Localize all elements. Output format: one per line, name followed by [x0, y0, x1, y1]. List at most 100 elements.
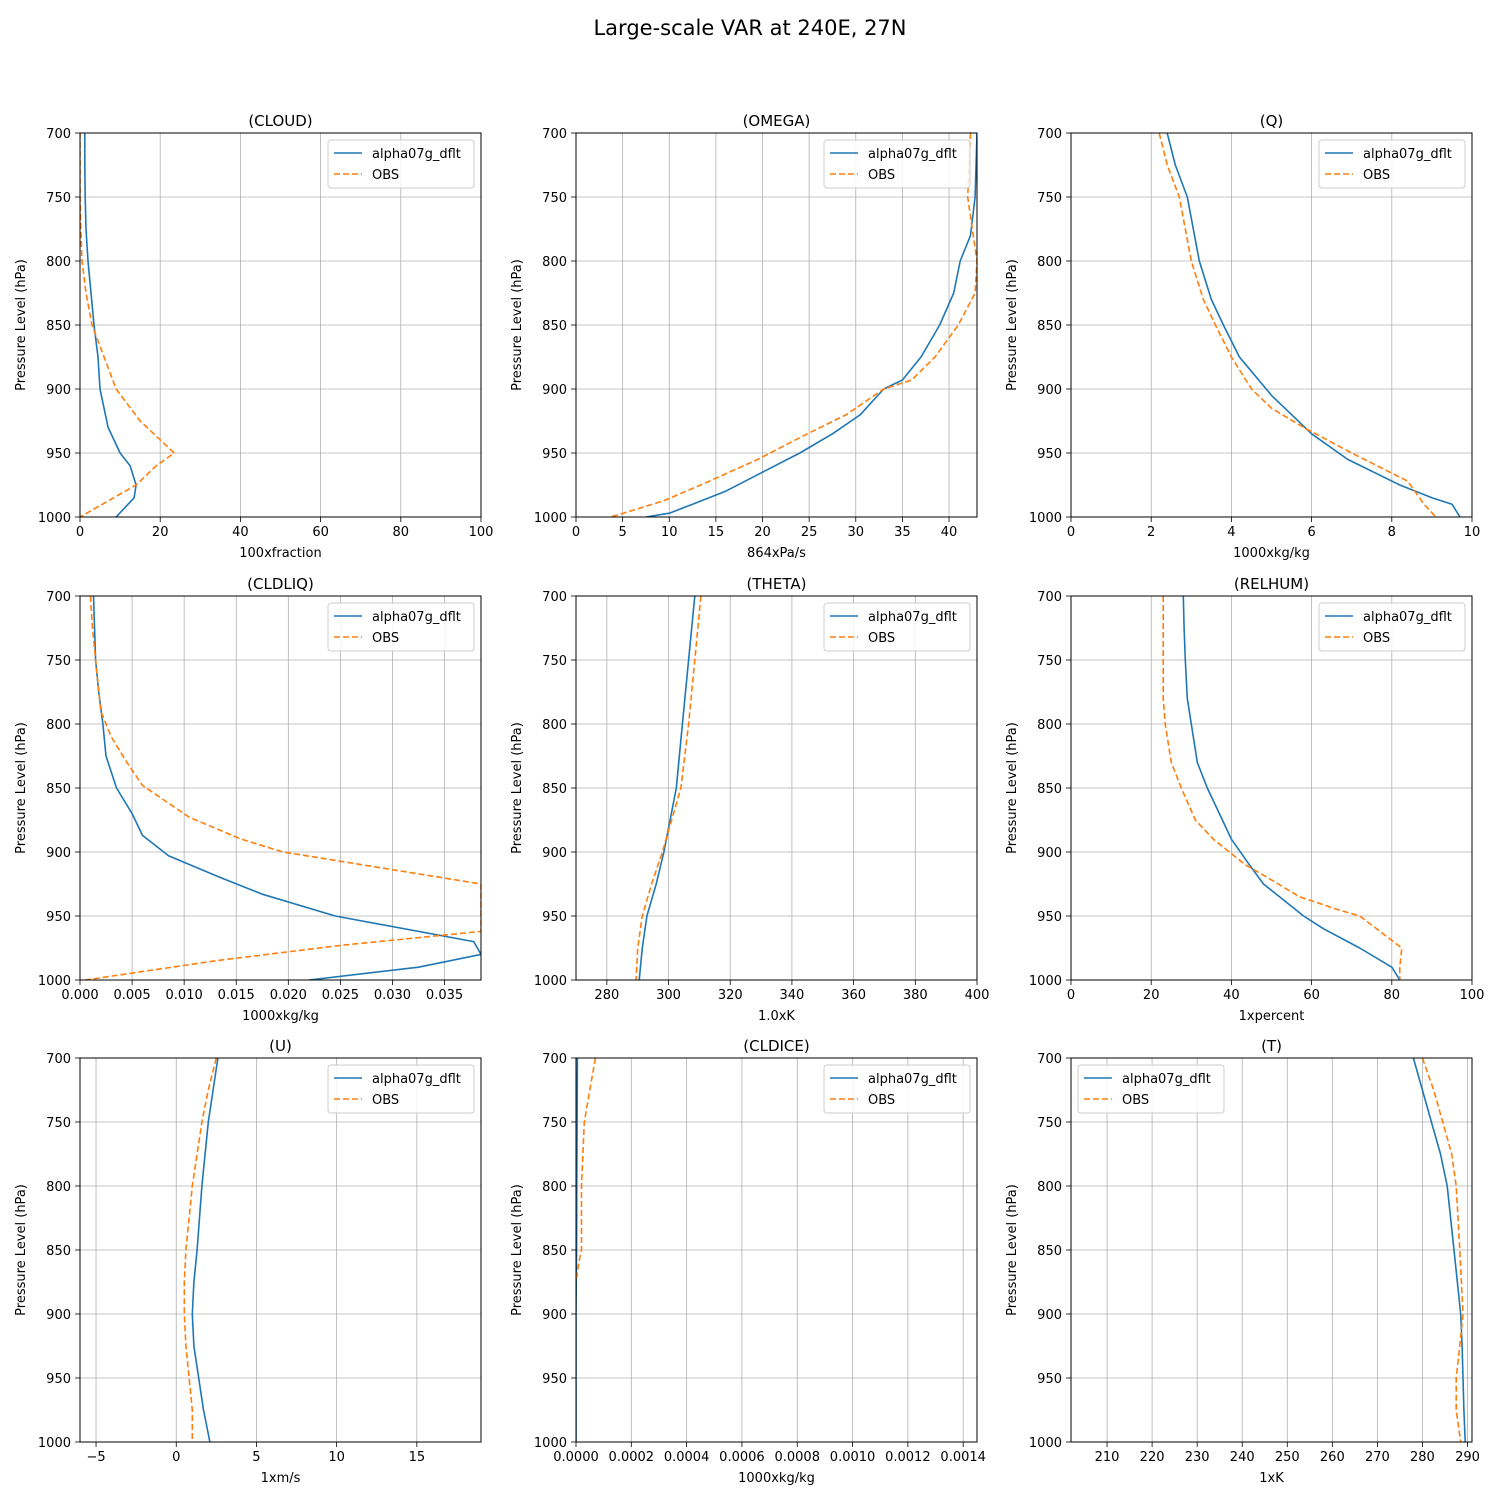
legend-label: OBS [868, 168, 895, 183]
y-tick-label: 700 [542, 590, 567, 605]
x-tick-label: 4 [1227, 525, 1235, 540]
legend-label: OBS [1363, 168, 1390, 183]
x-tick-label: 220 [1140, 1450, 1165, 1465]
x-tick-label: 40 [941, 525, 958, 540]
y-tick-label: 700 [1037, 590, 1062, 605]
legend-label: alpha07g_dflt [372, 1072, 461, 1087]
y-tick-label: 700 [46, 590, 71, 605]
legend-box [823, 602, 971, 652]
series-line-obs [635, 596, 702, 980]
legend-label: alpha07g_dflt [868, 610, 957, 625]
x-tick-label: 0.005 [113, 988, 150, 1003]
y-tick-label: 750 [542, 654, 567, 669]
y-tick-label: 700 [542, 1052, 567, 1067]
legend: alpha07g_dflt OBS [1077, 1064, 1225, 1114]
x-tick-label: 300 [656, 988, 681, 1003]
x-tick-label: 40 [1223, 988, 1240, 1003]
y-tick-label: 950 [1037, 447, 1062, 462]
legend-label: alpha07g_dflt [868, 1072, 957, 1087]
legend-label: alpha07g_dflt [1363, 147, 1452, 162]
legend: alpha07g_dflt OBS [327, 602, 475, 652]
y-tick-label: 800 [46, 1180, 71, 1195]
y-tick-label: 900 [1037, 1308, 1062, 1323]
x-tick-label: 0 [172, 1450, 180, 1465]
panel-q: 0 2 4 6 8 10 700 750 800 850 900 950 1000 (Q) 1000xkg/… [1005, 112, 1480, 561]
series-line-model [191, 1058, 219, 1442]
y-axis-label: Pressure Level (hPa) [1005, 259, 1020, 391]
x-tick-label: 250 [1275, 1450, 1300, 1465]
y-tick-label: 800 [542, 255, 567, 270]
x-tick-label: 100 [1460, 988, 1485, 1003]
y-axis-label: Pressure Level (hPa) [510, 259, 525, 391]
panel-title: (Q) [1260, 112, 1284, 130]
x-tick-label: −5 [86, 1450, 105, 1465]
legend-label: alpha07g_dflt [372, 147, 461, 162]
series-line-obs [80, 133, 175, 517]
x-tick-label: 0.0008 [774, 1450, 820, 1465]
x-axis-label: 864xPa/s [747, 546, 806, 561]
legend-label: OBS [372, 168, 399, 183]
panel-u: −5 0 5 10 15 700 750 800 850 900 950 1000 (U) 1xm/s Pr… [14, 1037, 482, 1486]
legend-box [823, 139, 971, 189]
y-tick-label: 950 [542, 910, 567, 925]
x-tick-label: 360 [841, 988, 866, 1003]
x-tick-label: 40 [232, 525, 249, 540]
y-tick-label: 850 [46, 319, 71, 334]
y-tick-label: 1000 [534, 511, 567, 526]
y-tick-label: 700 [1037, 1052, 1062, 1067]
legend-box [327, 1064, 475, 1114]
panel-cldliq: 0.000 0.005 0.010 0.015 0.020 0.025 0.030 0.035… [14, 575, 482, 1024]
x-tick-label: 0.015 [218, 988, 255, 1003]
x-axis-label: 1000xkg/kg [242, 1009, 319, 1024]
legend: alpha07g_dflt OBS [1318, 139, 1466, 189]
y-tick-label: 850 [1037, 1244, 1062, 1259]
x-tick-label: 340 [780, 988, 805, 1003]
y-tick-label: 850 [1037, 782, 1062, 797]
panel-title: (OMEGA) [743, 112, 811, 130]
series-line-obs [1421, 1058, 1464, 1442]
x-tick-label: 380 [903, 988, 928, 1003]
x-tick-label: 270 [1365, 1450, 1390, 1465]
series-line-obs [1162, 596, 1403, 980]
x-tick-label: 280 [1410, 1450, 1435, 1465]
x-tick-label: 0 [1067, 988, 1075, 1003]
legend-box [1318, 139, 1466, 189]
x-tick-label: 240 [1230, 1450, 1255, 1465]
y-tick-label: 800 [542, 1180, 567, 1195]
y-tick-label: 800 [1037, 255, 1062, 270]
x-tick-label: 320 [718, 988, 743, 1003]
y-tick-label: 800 [1037, 718, 1062, 733]
y-tick-label: 900 [1037, 383, 1062, 398]
panel-omega: 0 5 10 15 20 25 30 35 40 700 750 800 850 900 950 1000 (O… [510, 112, 978, 561]
legend-label: alpha07g_dflt [372, 610, 461, 625]
x-axis-label: 1xm/s [261, 1471, 301, 1486]
y-axis-label: Pressure Level (hPa) [14, 259, 29, 391]
x-tick-label: 0.010 [166, 988, 203, 1003]
panel-title: (RELHUM) [1234, 575, 1309, 593]
y-tick-label: 850 [1037, 319, 1062, 334]
y-tick-label: 950 [46, 910, 71, 925]
series-line-obs [610, 133, 977, 517]
y-tick-label: 900 [542, 383, 567, 398]
panel-title: (CLDLIQ) [247, 575, 314, 593]
y-tick-label: 1000 [534, 1436, 567, 1451]
legend-label: alpha07g_dflt [1122, 1072, 1211, 1087]
x-tick-label: 0.0012 [885, 1450, 931, 1465]
y-tick-label: 900 [46, 846, 71, 861]
panel-title: (CLDICE) [743, 1037, 809, 1055]
x-tick-label: 400 [965, 988, 990, 1003]
y-tick-label: 700 [542, 127, 567, 142]
panel-cldice: 0.0000 0.0002 0.0004 0.0006 0.0008 0.0010 0.00… [510, 1037, 986, 1486]
panel-relhum: 0 20 40 60 80 100 700 750 800 850 900 950 1000 (RELHU… [1005, 575, 1484, 1024]
series-line-model [1182, 596, 1401, 980]
y-tick-label: 800 [542, 718, 567, 733]
x-tick-label: 5 [618, 525, 626, 540]
x-tick-label: 80 [393, 525, 410, 540]
y-axis-label: Pressure Level (hPa) [1005, 1184, 1020, 1316]
x-tick-label: 0.0006 [719, 1450, 765, 1465]
panel-title: (THETA) [747, 575, 807, 593]
x-tick-label: 0 [572, 525, 580, 540]
legend: alpha07g_dflt OBS [1318, 602, 1466, 652]
legend-box [327, 602, 475, 652]
